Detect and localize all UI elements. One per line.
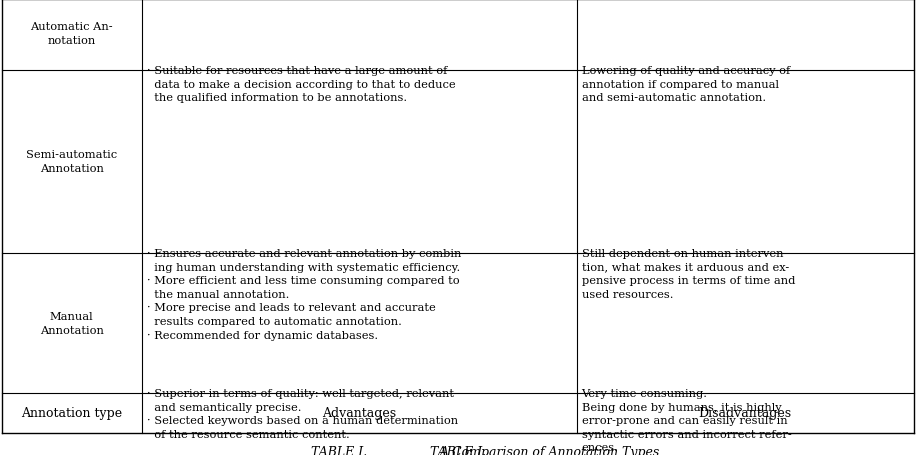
Text: Very time-consuming.
Being done by humans, it is highly
error-prone and can easi: Very time-consuming. Being done by human… [582, 388, 791, 452]
Text: · Superior in terms of quality: well targeted, relevant
  and semantically preci: · Superior in terms of quality: well tar… [147, 388, 458, 439]
Text: TABLE I.: TABLE I. [311, 445, 367, 455]
Text: Lowering of quality and accuracy of
annotation if compared to manual
and semi-au: Lowering of quality and accuracy of anno… [582, 66, 790, 103]
Text: Advantages: Advantages [322, 407, 396, 420]
Text: · Ensures accurate and relevant annotation by combin-
  ing human understanding : · Ensures accurate and relevant annotati… [147, 248, 464, 340]
Text: TABLE I.: TABLE I. [430, 445, 486, 455]
Text: · Suitable for resources that have a large amount of
  data to make a decision a: · Suitable for resources that have a lar… [147, 66, 455, 103]
Text: Manual
Annotation: Manual Annotation [39, 311, 104, 335]
Text: Semi-automatic
Annotation: Semi-automatic Annotation [27, 150, 117, 174]
Text: A Comparison of Annotation Types: A Comparison of Annotation Types [440, 445, 660, 455]
Text: Automatic An-
notation: Automatic An- notation [30, 22, 113, 46]
Text: Still dependent on human interven-
tion, what makes it arduous and ex-
pensive p: Still dependent on human interven- tion,… [582, 248, 795, 299]
Text: Annotation type: Annotation type [21, 407, 123, 420]
Text: Disadvantages: Disadvantages [699, 407, 791, 420]
